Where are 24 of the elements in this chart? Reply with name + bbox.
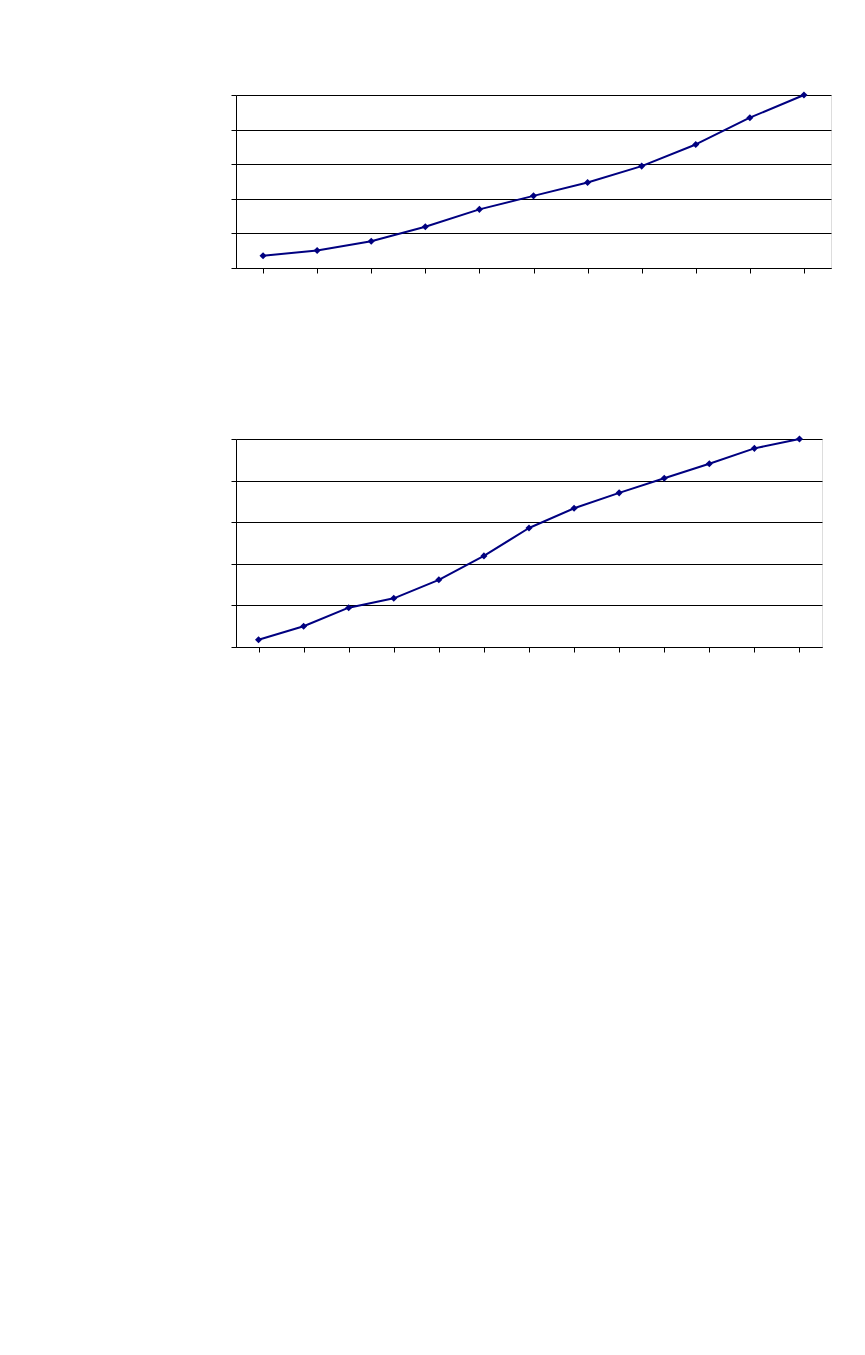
point xyxy=(435,576,443,584)
point xyxy=(660,474,668,482)
point xyxy=(259,252,267,260)
point xyxy=(615,489,623,497)
point xyxy=(255,636,263,644)
point xyxy=(345,604,353,612)
point xyxy=(475,205,483,213)
point xyxy=(421,223,429,231)
point xyxy=(705,460,713,468)
point xyxy=(525,524,533,532)
point xyxy=(638,162,646,170)
point xyxy=(692,140,700,149)
point xyxy=(795,435,803,443)
point xyxy=(529,192,538,200)
point xyxy=(480,552,488,560)
point xyxy=(584,179,592,187)
point xyxy=(390,594,398,602)
point xyxy=(750,444,758,452)
point xyxy=(746,114,754,122)
point xyxy=(570,504,578,512)
point xyxy=(367,237,375,245)
point xyxy=(300,622,308,630)
point xyxy=(313,246,321,255)
point xyxy=(800,91,808,99)
